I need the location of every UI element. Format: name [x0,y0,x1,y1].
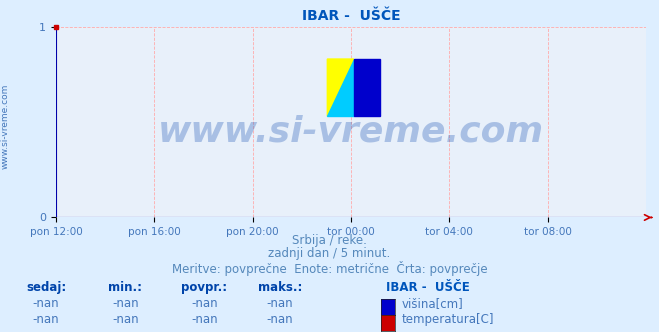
Text: www.si-vreme.com: www.si-vreme.com [1,83,10,169]
Polygon shape [328,59,354,116]
Text: -nan: -nan [33,313,59,326]
Text: povpr.:: povpr.: [181,281,227,293]
Text: www.si-vreme.com: www.si-vreme.com [158,115,544,148]
Text: IBAR -  UŠČE: IBAR - UŠČE [386,281,469,293]
Polygon shape [328,59,354,116]
Text: -nan: -nan [112,313,138,326]
Text: -nan: -nan [191,297,217,310]
Text: višina[cm]: višina[cm] [402,297,464,310]
Text: -nan: -nan [267,313,293,326]
Text: -nan: -nan [191,313,217,326]
Text: temperatura[C]: temperatura[C] [402,313,494,326]
Text: sedaj:: sedaj: [26,281,67,293]
Text: Meritve: povprečne  Enote: metrične  Črta: povprečje: Meritve: povprečne Enote: metrične Črta:… [172,261,487,276]
Text: -nan: -nan [267,297,293,310]
Text: maks.:: maks.: [258,281,302,293]
Polygon shape [354,59,380,116]
Text: -nan: -nan [112,297,138,310]
Text: -nan: -nan [33,297,59,310]
Text: zadnji dan / 5 minut.: zadnji dan / 5 minut. [268,247,391,260]
Title: IBAR -  UŠČE: IBAR - UŠČE [302,9,400,23]
Text: Srbija / reke.: Srbija / reke. [292,234,367,247]
Text: min.:: min.: [108,281,142,293]
